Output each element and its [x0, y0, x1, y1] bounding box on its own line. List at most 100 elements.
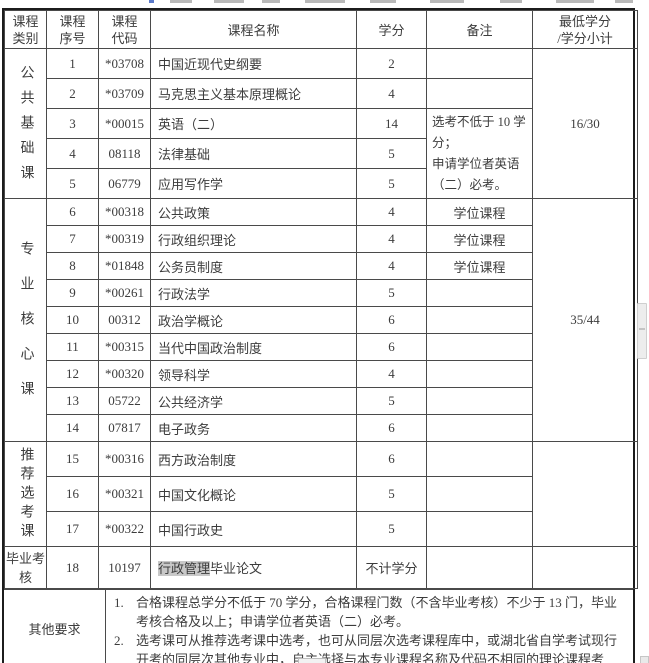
cell-credit: 4 — [356, 360, 427, 388]
cell-credit: 4 — [356, 198, 427, 226]
cell-credit: 4 — [356, 225, 427, 253]
header-code: 课程 代码 — [98, 10, 151, 49]
category-graduation: 毕业考核 — [4, 546, 47, 589]
cell-code: *00261 — [98, 279, 151, 307]
cell-seq: 4 — [46, 138, 99, 169]
table-row: 7 *00319 行政组织理论 4 学位课程 — [5, 225, 638, 253]
cell-min-credits-15-17 — [532, 441, 638, 547]
header-credit: 学分 — [356, 10, 427, 49]
note-text: 选考课可从推荐选考课中选考，也可从同层次选考课程库中，或湖北省自学考试现行开考的… — [136, 633, 618, 663]
cell-code: *00015 — [98, 108, 151, 139]
other-requirements-notes: 1. 合格课程总学分不低于 70 学分，合格课程门数（不含毕业考核）不少于 13… — [106, 590, 633, 663]
cell-name: 领导科学 — [150, 360, 357, 388]
cell-seq: 11 — [46, 333, 99, 361]
cell-remark — [426, 360, 533, 388]
table-row: 公共基础课 1 *03708 中国近现代史纲要 2 16/30 — [4, 48, 638, 199]
cell-code: *00318 — [98, 198, 151, 226]
cell-code: *00319 — [98, 225, 151, 253]
cell-remark: 学位课程 — [426, 198, 533, 226]
table-row: 8 *01848 公务员制度 4 学位课程 — [5, 252, 638, 280]
note-number: 1. — [114, 595, 124, 610]
cell-min-credits-1-5: 16/30 — [532, 48, 638, 199]
note-text: 合格课程总学分不低于 70 学分，合格课程门数（不含毕业考核）不少于 13 门，… — [136, 595, 618, 629]
cell-credit: 6 — [356, 333, 427, 361]
cell-remark — [426, 441, 533, 477]
note-item: 2. 选考课可从推荐选考课中选考，也可从同层次选考课程库中，或湖北省自学考试现行… — [112, 631, 627, 663]
category-label: 专业核心课 — [18, 241, 34, 416]
cell-remark — [426, 511, 533, 547]
cell-remark — [426, 476, 533, 512]
cell-seq: 7 — [46, 225, 99, 253]
cell-seq: 10 — [46, 306, 99, 334]
cell-remark — [426, 546, 533, 589]
cell-seq: 8 — [46, 252, 99, 280]
cell-code: *03708 — [98, 48, 151, 79]
cell-seq: 16 — [46, 476, 99, 512]
vertical-scrollbar-thumb[interactable] — [637, 303, 647, 359]
table-row: 16 *00321 中国文化概论 5 — [5, 476, 638, 512]
cell-code: *00320 — [98, 360, 151, 388]
header-seq: 课程 序号 — [46, 10, 99, 49]
cell-code: *03709 — [98, 78, 151, 109]
cell-credit: 6 — [356, 306, 427, 334]
cell-name: 当代中国政治制度 — [150, 333, 357, 361]
category-recommended: 推荐选考课 — [4, 441, 47, 547]
cell-seq: 18 — [46, 546, 99, 589]
cell-credit: 5 — [356, 476, 427, 512]
cell-seq: 5 — [46, 168, 99, 199]
category-label: 推荐选考课 — [18, 447, 34, 542]
table-row: 毕业考核 18 10197 行政管理毕业论文 不计学分 — [4, 546, 638, 589]
cell-credit: 5 — [356, 168, 427, 199]
header-name: 课程名称 — [150, 10, 357, 49]
cell-name: 西方政治制度 — [150, 441, 357, 477]
table-row: 10 00312 政治学概论 6 — [5, 306, 638, 334]
table-header-row: 课程 类别 课程 序号 课程 代码 课程名称 学分 备注 最低学分 /学分小计 — [4, 10, 638, 49]
cell-code: 10197 — [98, 546, 151, 589]
cell-credit: 5 — [356, 279, 427, 307]
cell-name: 行政组织理论 — [150, 225, 357, 253]
cell-credit: 4 — [356, 252, 427, 280]
category-core: 专业核心课 — [4, 198, 47, 442]
note-item: 1. 合格课程总学分不低于 70 学分，合格课程门数（不含毕业考核）不少于 13… — [112, 593, 627, 631]
cell-name: 政治学概论 — [150, 306, 357, 334]
cell-seq: 9 — [46, 279, 99, 307]
table-row: 14 07817 电子政务 6 — [5, 414, 638, 442]
clipped-scrollbar-corner — [640, 656, 649, 663]
table-row: 3 *00015 英语（二） 14 选考不低于 10 学分； 申请学位者英语 （… — [5, 108, 638, 199]
cell-name: 行政法学 — [150, 279, 357, 307]
cell-seq: 14 — [46, 414, 99, 442]
cell-credit: 2 — [356, 48, 427, 79]
cell-name-rest: 毕业论文 — [210, 561, 263, 576]
cell-code: 00312 — [98, 306, 151, 334]
note-number: 2. — [114, 633, 124, 648]
cell-seq: 17 — [46, 511, 99, 547]
cell-remark — [426, 279, 533, 307]
cell-remark: 学位课程 — [426, 252, 533, 280]
cell-name: 中国行政史 — [150, 511, 357, 547]
cell-remark — [426, 387, 533, 415]
table-row: 17 *00322 中国行政史 5 — [5, 511, 638, 547]
cell-credit: 不计学分 — [356, 546, 427, 589]
cell-name: 行政管理毕业论文 — [150, 546, 357, 589]
cell-credit: 4 — [356, 78, 427, 109]
cell-code: 06779 — [98, 168, 151, 199]
cell-seq: 12 — [46, 360, 99, 388]
cell-code: 05722 — [98, 387, 151, 415]
cell-name: 公务员制度 — [150, 252, 357, 280]
cell-name: 英语（二） — [150, 108, 357, 139]
table-row: 13 05722 公共经济学 5 — [5, 387, 638, 415]
table-row: 4 08118 法律基础 5 — [5, 138, 638, 169]
cell-seq: 15 — [46, 441, 99, 477]
cell-remark — [426, 306, 533, 334]
cell-seq: 6 — [46, 198, 99, 226]
cell-credit: 14 — [356, 108, 427, 139]
cell-name: 公共政策 — [150, 198, 357, 226]
cell-credit: 5 — [356, 387, 427, 415]
cell-name: 法律基础 — [150, 138, 357, 169]
cell-remark — [426, 414, 533, 442]
cell-remark: 学位课程 — [426, 225, 533, 253]
cell-name: 中国近现代史纲要 — [150, 48, 357, 79]
category-label: 公共基础课 — [18, 64, 34, 190]
cell-remark — [426, 333, 533, 361]
